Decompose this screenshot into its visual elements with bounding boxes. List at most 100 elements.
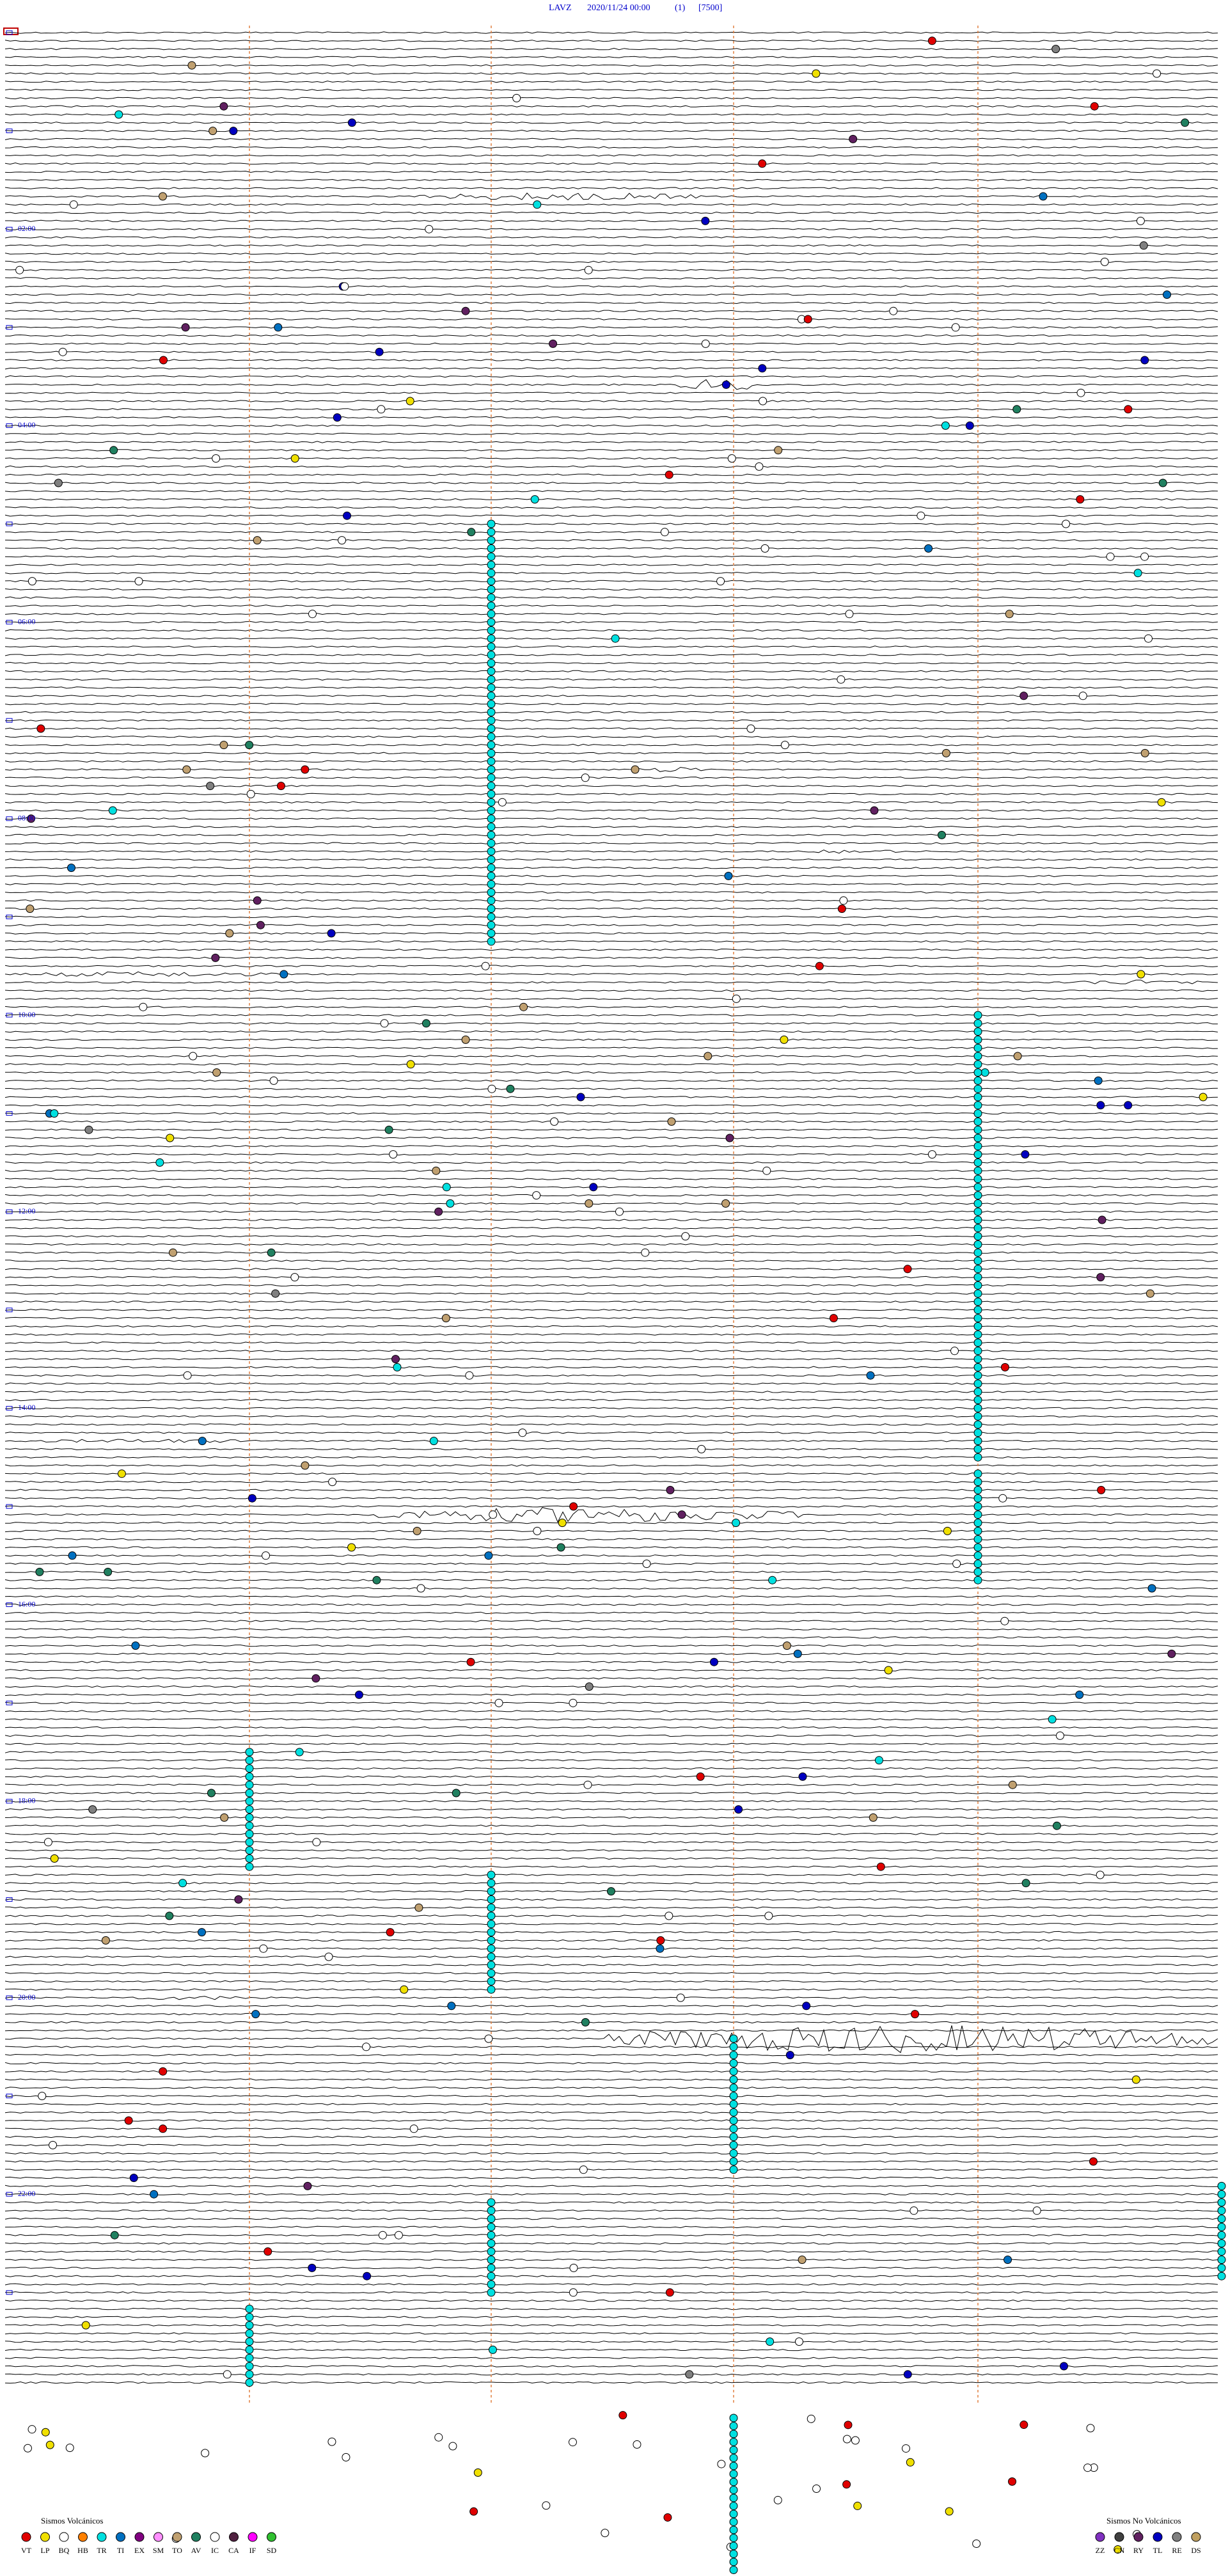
trace <box>4 187 1218 189</box>
tremor-event <box>729 2414 738 2422</box>
tremor-event <box>487 847 496 856</box>
tremor-event <box>487 1887 496 1896</box>
legend-swatch <box>172 2532 182 2542</box>
trace <box>4 2258 1218 2261</box>
tremor-event <box>487 2272 496 2280</box>
trace <box>4 818 1218 820</box>
event <box>400 1985 409 1994</box>
tremor-event <box>487 519 496 528</box>
legend-swatch <box>134 2532 145 2542</box>
tremor-event <box>729 2051 738 2060</box>
tremor-event <box>1217 2247 1226 2256</box>
trace <box>4 891 1218 894</box>
event <box>271 1289 280 1298</box>
tremor-event <box>729 2043 738 2051</box>
tremor-event <box>973 1068 982 1077</box>
tremor-event <box>487 921 496 929</box>
event <box>512 93 521 102</box>
tremor-event <box>973 1576 982 1584</box>
trace <box>4 727 1218 730</box>
trace <box>4 1194 1218 1197</box>
tremor-event <box>729 2566 738 2574</box>
trace <box>4 318 1218 320</box>
event <box>576 1093 585 1102</box>
trace <box>4 1350 1218 1352</box>
event <box>665 470 673 479</box>
trace <box>4 1767 1218 1770</box>
trace <box>4 1366 1218 1369</box>
trace <box>4 932 1218 935</box>
tremor-event <box>973 1134 982 1142</box>
trace <box>4 138 1218 141</box>
hour-mark <box>6 423 13 428</box>
event <box>207 1789 216 1798</box>
trace <box>4 719 1218 722</box>
event <box>558 1519 567 1528</box>
legend-swatch <box>97 2532 107 2542</box>
trace <box>4 2275 1218 2277</box>
tremor-event <box>487 659 496 668</box>
trace <box>4 1505 1218 1508</box>
event <box>1100 257 1109 266</box>
event <box>642 1560 651 1569</box>
tremor-event <box>973 1166 982 1175</box>
event <box>1008 2477 1017 2486</box>
trace <box>4 2193 1218 2195</box>
tremor-event <box>487 544 496 553</box>
event <box>324 1952 333 1961</box>
tremor-event <box>487 675 496 684</box>
tremor-event <box>973 1469 982 1478</box>
trace <box>4 465 1218 468</box>
event <box>84 1125 93 1134</box>
event <box>256 921 265 929</box>
event <box>812 69 821 78</box>
tremor-event <box>973 1281 982 1290</box>
event <box>1051 45 1060 54</box>
trace <box>4 1507 1218 1523</box>
trace <box>4 989 1218 992</box>
trace <box>4 1661 1218 1663</box>
tremor-event <box>245 2312 254 2321</box>
event <box>901 2444 910 2453</box>
trace <box>4 1562 1218 1565</box>
legend-swatch <box>210 2532 220 2542</box>
tremor-event <box>973 1265 982 1274</box>
trace <box>4 97 1218 100</box>
event <box>276 782 285 791</box>
trace <box>4 1489 1218 1492</box>
event <box>469 2507 478 2516</box>
tremor-event <box>973 1101 982 1110</box>
trace <box>4 122 1218 124</box>
event <box>378 2231 387 2240</box>
event <box>110 2231 119 2240</box>
tremor-event <box>487 757 496 766</box>
tremor-event <box>729 2067 738 2076</box>
event <box>1096 1870 1105 1879</box>
trace <box>4 2078 1218 2081</box>
tremor-event <box>973 1412 982 1421</box>
trace <box>4 1038 1218 1041</box>
trace <box>4 2234 1218 2236</box>
event <box>980 1068 989 1077</box>
tremor-event <box>973 1150 982 1159</box>
trace <box>4 2250 1218 2253</box>
event <box>35 1567 44 1576</box>
tremor-event <box>487 855 496 864</box>
event <box>354 1690 363 1699</box>
event <box>1131 2075 1140 2084</box>
tremor-event <box>973 1043 982 1052</box>
event <box>421 1019 430 1028</box>
hour-mark <box>6 620 13 625</box>
tremor-event <box>245 1829 254 1838</box>
trace <box>4 1956 1218 1958</box>
event <box>869 1813 878 1822</box>
event <box>1086 2424 1095 2433</box>
trace <box>4 1333 1218 1336</box>
legend-code: RY <box>1133 2546 1144 2555</box>
tremor-event <box>973 1174 982 1183</box>
event <box>768 1576 777 1584</box>
trace <box>4 1546 1218 1549</box>
tremor-event <box>973 1109 982 1118</box>
trace <box>4 2340 1218 2343</box>
hour-mark <box>6 1308 13 1313</box>
